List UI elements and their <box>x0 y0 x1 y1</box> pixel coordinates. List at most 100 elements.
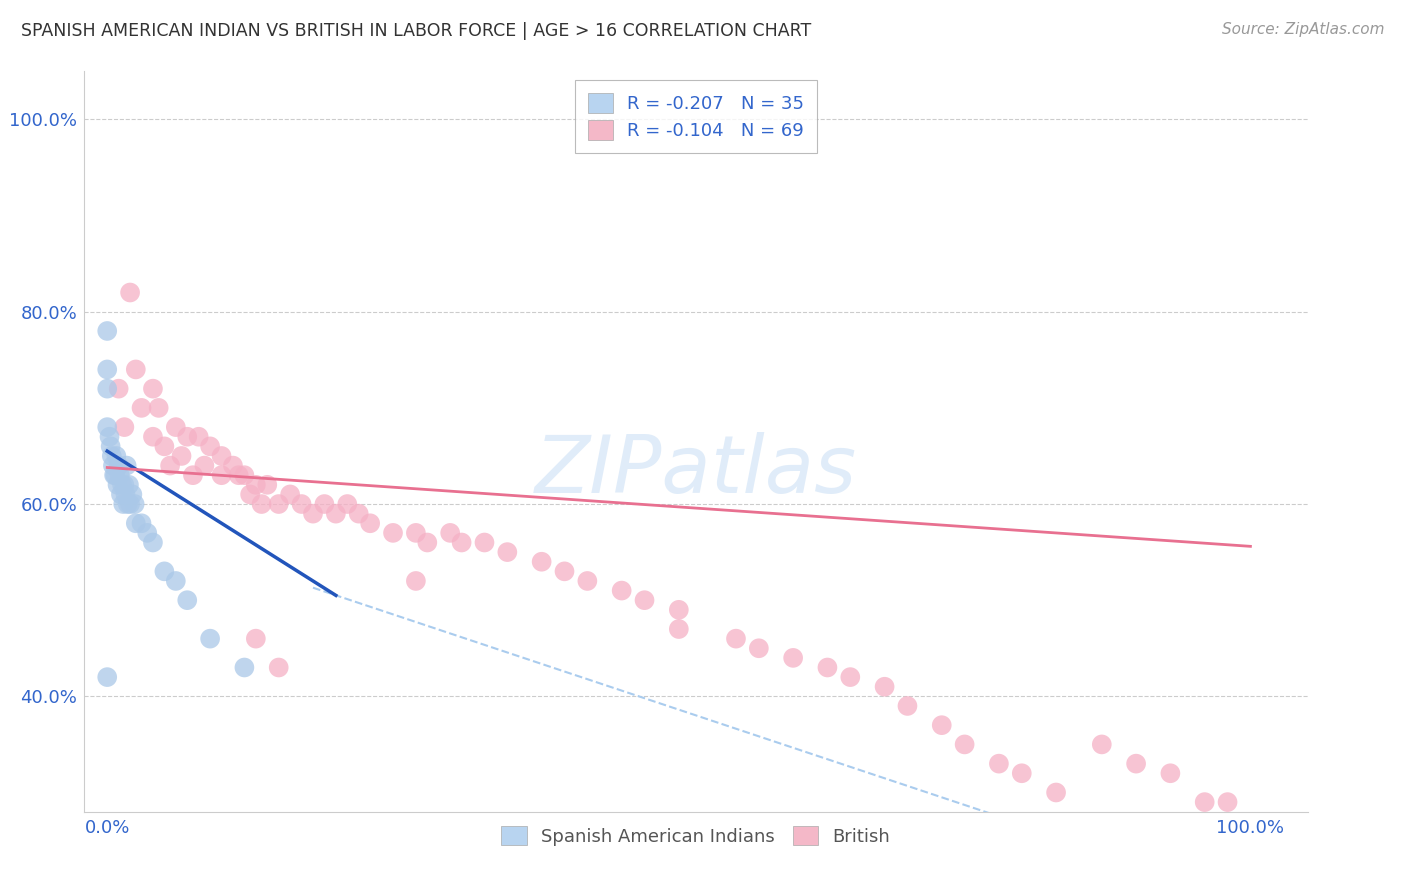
Point <box>1011 766 1033 780</box>
Point <box>416 535 439 549</box>
Point <box>118 478 141 492</box>
Point <box>165 574 187 588</box>
Point <box>474 535 496 549</box>
Point <box>100 439 122 453</box>
Point <box>181 468 204 483</box>
Point <box>245 478 267 492</box>
Point <box>610 583 633 598</box>
Point <box>114 487 136 501</box>
Point <box>176 593 198 607</box>
Point <box>347 507 370 521</box>
Point <box>873 680 896 694</box>
Point <box>107 478 129 492</box>
Point <box>193 458 215 473</box>
Point <box>439 525 461 540</box>
Point <box>170 449 193 463</box>
Point <box>124 497 146 511</box>
Point <box>112 420 135 434</box>
Point <box>105 449 128 463</box>
Point <box>125 516 148 531</box>
Point <box>96 362 118 376</box>
Legend: Spanish American Indians, British: Spanish American Indians, British <box>489 813 903 858</box>
Point <box>245 632 267 646</box>
Point <box>98 430 121 444</box>
Point <box>96 382 118 396</box>
Point <box>108 468 131 483</box>
Point <box>496 545 519 559</box>
Point <box>176 430 198 444</box>
Point <box>987 756 1010 771</box>
Point <box>267 660 290 674</box>
Point <box>96 420 118 434</box>
Point <box>148 401 170 415</box>
Point <box>110 487 132 501</box>
Point <box>1091 738 1114 752</box>
Point <box>256 478 278 492</box>
Point <box>931 718 953 732</box>
Point <box>153 565 176 579</box>
Point <box>159 458 181 473</box>
Point <box>112 478 135 492</box>
Point <box>222 458 245 473</box>
Point <box>839 670 862 684</box>
Point <box>96 324 118 338</box>
Point <box>267 497 290 511</box>
Point <box>228 468 250 483</box>
Point <box>325 507 347 521</box>
Point <box>107 458 129 473</box>
Point <box>290 497 312 511</box>
Point <box>302 507 325 521</box>
Point <box>1045 785 1067 799</box>
Point <box>120 497 142 511</box>
Point <box>239 487 262 501</box>
Point <box>724 632 747 646</box>
Text: ZIPatlas: ZIPatlas <box>534 432 858 510</box>
Point <box>131 516 153 531</box>
Point <box>111 478 134 492</box>
Point <box>198 632 221 646</box>
Point <box>101 449 124 463</box>
Point <box>817 660 839 674</box>
Point <box>336 497 359 511</box>
Point <box>576 574 599 588</box>
Text: SPANISH AMERICAN INDIAN VS BRITISH IN LABOR FORCE | AGE > 16 CORRELATION CHART: SPANISH AMERICAN INDIAN VS BRITISH IN LA… <box>21 22 811 40</box>
Point <box>115 458 138 473</box>
Point <box>530 555 553 569</box>
Point <box>233 468 256 483</box>
Point <box>633 593 655 607</box>
Point <box>233 660 256 674</box>
Text: Source: ZipAtlas.com: Source: ZipAtlas.com <box>1222 22 1385 37</box>
Point <box>896 698 918 713</box>
Point <box>314 497 336 511</box>
Point <box>668 622 690 636</box>
Point <box>1159 766 1181 780</box>
Point <box>103 468 125 483</box>
Point <box>1216 795 1239 809</box>
Point <box>1194 795 1216 809</box>
Point <box>198 439 221 453</box>
Point <box>668 603 690 617</box>
Point <box>382 525 405 540</box>
Point <box>136 525 159 540</box>
Point <box>96 670 118 684</box>
Point <box>153 439 176 453</box>
Point <box>112 497 135 511</box>
Point <box>125 362 148 376</box>
Point <box>101 458 124 473</box>
Point <box>250 497 273 511</box>
Point <box>121 487 143 501</box>
Point <box>211 468 233 483</box>
Point <box>553 565 575 579</box>
Point <box>1125 756 1147 771</box>
Point <box>120 285 142 300</box>
Point <box>953 738 976 752</box>
Point <box>278 487 301 501</box>
Point <box>187 430 209 444</box>
Point <box>405 574 427 588</box>
Point <box>450 535 472 549</box>
Point <box>165 420 187 434</box>
Point <box>405 525 427 540</box>
Point <box>359 516 381 531</box>
Point <box>142 430 165 444</box>
Point <box>142 535 165 549</box>
